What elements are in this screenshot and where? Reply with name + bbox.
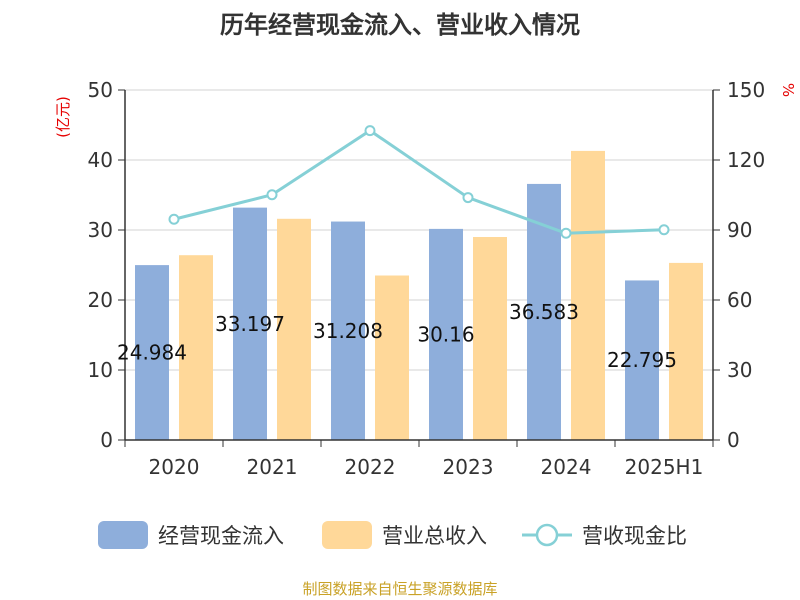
right-tick-label: 120 [727,148,765,172]
right-tick-label: 60 [727,288,752,312]
left-tick-label: 30 [88,218,113,242]
legend-swatch-revenue [322,521,372,549]
x-tick-label: 2021 [247,455,298,479]
bar-revenue [669,262,703,440]
legend-marker-ratio [535,523,559,547]
ratio-line-path [173,128,665,235]
gridlines [125,89,713,371]
x-tick-label: 2025H1 [625,455,704,479]
data-labels: 24.984 33.197 31.208 30.16 36.583 22.795 [117,300,677,372]
bar-cash-inflow [429,228,463,440]
bar-revenue [179,255,213,440]
bar-revenue [277,218,311,440]
x-tick-label: 2022 [345,455,396,479]
ratio-point [266,189,278,201]
data-label-cash-inflow: 22.795 [607,348,677,372]
ratio-point [462,192,474,204]
bar-cash-inflow [135,265,169,440]
data-label-cash-inflow: 31.208 [313,319,383,343]
ratio-line [168,125,670,239]
left-tick-label: 20 [88,288,113,312]
legend-label-revenue: 营业总收入 [382,524,487,548]
legend-swatch-cash-inflow [98,521,148,549]
legend-label-ratio: 营收现金比 [582,524,687,548]
x-tick-label: 2024 [541,455,592,479]
data-label-cash-inflow: 36.583 [509,300,579,324]
right-axis-unit: % [779,83,797,97]
left-tick-label: 50 [88,78,113,102]
data-label-cash-inflow: 30.16 [417,322,474,346]
data-label-cash-inflow: 33.197 [215,312,285,336]
bar-revenue [473,237,507,440]
source-note: 制图数据来自恒生聚源数据库 [302,580,497,598]
bar-revenue [375,275,409,440]
chart-title: 历年经营现金流入、营业收入情况 [220,11,580,39]
bar-cash-inflow [331,221,365,440]
ratio-point [658,224,670,236]
bar-cash-inflow [233,207,267,440]
bar-revenue [571,150,605,440]
right-tick-label: 90 [727,218,752,242]
left-tick-label: 10 [88,358,113,382]
right-tick-label: 0 [727,428,740,452]
right-tick-label: 30 [727,358,752,382]
axes: 0 10 20 30 40 50 0 30 60 90 120 150 2020 2021 2022 2023… [88,78,766,479]
bars [135,150,703,440]
right-tick-label: 150 [727,78,765,102]
legend-label-cash-inflow: 经营现金流入 [158,524,284,548]
left-tick-label: 40 [88,148,113,172]
ratio-point [364,125,376,137]
data-label-cash-inflow: 24.984 [117,341,187,365]
left-tick-label: 0 [100,428,113,452]
ratio-point [560,227,572,239]
left-axis-unit: (亿元) [54,96,72,138]
bar-cash-inflow [625,280,659,440]
legend: 经营现金流入 营业总收入 营收现金比 [98,521,687,549]
x-tick-label: 2020 [149,455,200,479]
ratio-point [168,213,180,225]
x-tick-label: 2023 [443,455,494,479]
